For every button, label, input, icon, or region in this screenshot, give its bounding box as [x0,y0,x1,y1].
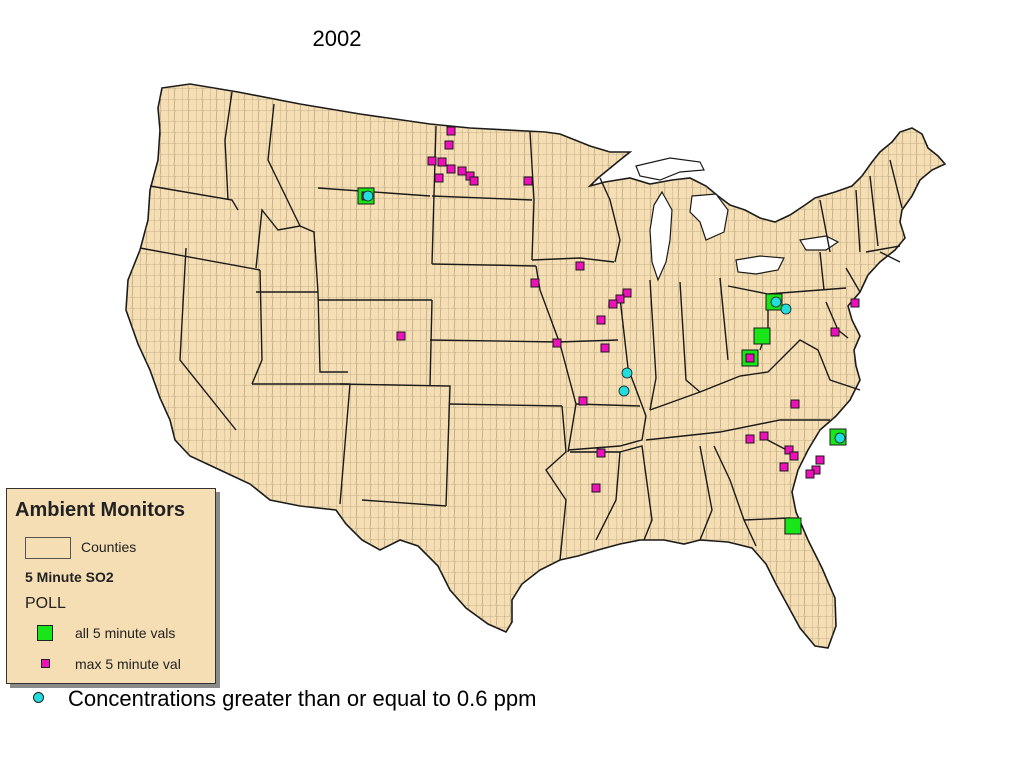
counties-label: Counties [81,539,137,555]
max-5-minute-val-marker [427,156,437,166]
max-5-minute-val-marker [457,166,467,176]
footnote: Concentrations greater than or equal to … [30,686,730,716]
max-5-minute-val-marker [615,294,625,304]
legend: Ambient Monitors Counties 5 Minute SO2 P… [6,488,216,684]
counties-swatch [25,537,71,559]
all-5-minute-vals-marker [753,327,771,345]
pink-square-icon [41,659,50,668]
page-title: 2002 [312,26,362,51]
max-5-minute-val-marker [523,176,533,186]
max-5-minute-val-marker [469,176,479,186]
max-5-minute-val-marker [830,327,840,337]
max-5-minute-val-marker [596,315,606,325]
max-5-minute-val-marker [596,448,606,458]
legend-item-max-val: max 5 minute val [75,656,181,672]
max-5-minute-val-marker [784,445,794,455]
max-5-minute-val-marker [790,399,800,409]
max-5-minute-val-marker [850,298,860,308]
max-5-minute-val-marker [575,261,585,271]
footnote-text: Concentrations greater than or equal to … [68,686,537,711]
field-label: POLL [25,595,66,612]
max-5-minute-val-marker [446,126,456,136]
max-5-minute-val-marker [745,434,755,444]
max-5-minute-val-marker [815,455,825,465]
great-lakes [635,157,840,282]
max-5-minute-val-marker [608,299,618,309]
max-5-minute-val-marker [552,338,562,348]
max-5-minute-val-marker [600,343,610,353]
max-5-minute-val-marker [446,164,456,174]
max-5-minute-val-marker [759,431,769,441]
high-concentration-marker [770,296,782,308]
max-5-minute-val-marker [805,469,815,479]
all-5-minute-vals-marker [784,517,802,535]
legend-item-all-vals: all 5 minute vals [75,625,176,641]
high-concentration-marker [780,303,792,315]
max-5-minute-val-marker [745,353,755,363]
max-5-minute-val-marker [622,288,632,298]
green-square-icon [37,625,53,641]
max-5-minute-val-marker [779,462,789,472]
layer-label: 5 Minute SO2 [25,569,114,585]
monitor-layer [357,126,860,535]
max-5-minute-val-marker [530,278,540,288]
high-concentration-marker [834,432,846,444]
max-5-minute-val-marker [434,173,444,183]
high-concentration-marker [621,367,633,379]
legend-title: Ambient Monitors [15,499,185,521]
max-5-minute-val-marker [396,331,406,341]
max-5-minute-val-marker [437,157,447,167]
max-5-minute-val-marker [591,483,601,493]
max-5-minute-val-marker [444,140,454,150]
high-concentration-marker [618,385,630,397]
state-boundaries [139,91,903,561]
cyan-dot-icon [33,692,44,703]
max-5-minute-val-marker [578,396,588,406]
high-concentration-marker [362,190,374,202]
max-5-minute-val-marker [789,451,799,461]
